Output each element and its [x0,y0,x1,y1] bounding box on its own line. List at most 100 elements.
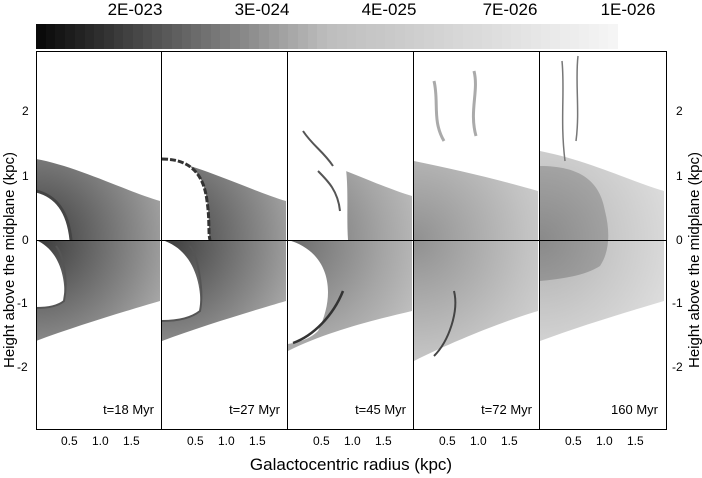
xtick: 1.5 [123,434,140,448]
colorbar-label-2: 3E-024 [234,0,290,19]
panel-divider [539,51,540,430]
colorbar-step [608,24,619,49]
colorbar-step [375,24,386,49]
xtick: 0.5 [439,434,456,448]
colorbar-step [433,24,444,49]
colorbar-step [472,24,483,49]
colorbar-step [462,24,473,49]
panel-divider [287,51,288,430]
time-label: t=27 Myr [229,402,280,417]
colorbar-step [550,24,560,49]
colorbar-step [268,24,279,49]
colorbar-step [74,24,85,49]
colorbar-step [365,24,376,49]
xtick: 1.0 [470,434,487,448]
colorbar-step [492,24,502,49]
colorbar-step [191,24,201,49]
xtick: 1.5 [501,434,518,448]
colorbar-step [142,24,153,49]
colorbar-step [540,24,551,49]
colorbar-step [94,24,104,49]
colorbar-label-3: 4E-025 [361,0,417,19]
colorbar-step [65,24,75,49]
colorbar-step [259,24,269,49]
density-colorbar [36,24,619,49]
colorbar-step [123,24,134,49]
colorbar-step [589,24,599,49]
colorbar-step [220,24,231,49]
colorbar-step [36,24,46,49]
colorbar-step [230,24,240,49]
ytick-left: 1 [22,169,29,183]
x-axis-label: Galactocentric radius (kpc) [249,455,453,474]
colorbar-step [113,24,124,49]
colorbar-step [297,24,308,49]
colorbar-step [55,24,66,49]
panel-divider [161,51,162,430]
xtick: 1.0 [596,434,613,448]
colorbar-step [511,24,522,49]
ytick-right: 2 [676,104,683,118]
colorbar-step [103,24,114,49]
colorbar-label-1: 2E-023 [107,0,163,19]
colorbar-step [307,24,318,49]
colorbar-step [569,24,580,49]
colorbar-step [336,24,347,49]
colorbar-step [171,24,182,49]
colorbar-step [385,24,396,49]
time-label: t=18 Myr [103,402,154,417]
colorbar-step [501,24,512,49]
y-axis-label-right: Height above the midplane (kpc) [686,152,702,368]
colorbar-step [482,24,493,49]
colorbar-step [249,24,260,49]
ytick-left: 2 [22,104,29,118]
colorbar-step [200,24,211,49]
colorbar-step [356,24,366,49]
colorbar-step [404,24,415,49]
colorbar-step [530,24,541,49]
colorbar-label-5: 1E-026 [600,0,656,19]
colorbar-step [598,24,609,49]
colorbar-step [521,24,531,49]
ytick-right: -1 [672,296,683,310]
xtick: 0.5 [313,434,330,448]
ytick-right: 1 [676,169,683,183]
colorbar-step [181,24,192,49]
colorbar-step [84,24,95,49]
xtick: 0.5 [61,434,78,448]
colorbar-step [395,24,405,49]
colorbar-step [239,24,250,49]
xtick: 1.0 [92,434,109,448]
colorbar-step [453,24,463,49]
colorbar-step [210,24,221,49]
xtick: 1.0 [344,434,361,448]
colorbar-step [443,24,454,49]
ytick-left: -2 [17,360,28,374]
colorbar-step [45,24,56,49]
colorbar-step [327,24,337,49]
time-label: t=72 Myr [481,402,532,417]
colorbar-step [579,24,590,49]
midplane-line [36,240,666,241]
time-label: 160 Myr [611,402,658,417]
xtick: 1.5 [249,434,266,448]
xtick: 1.0 [218,434,235,448]
xtick: 1.5 [627,434,644,448]
ytick-left: -1 [17,296,28,310]
colorbar-step [317,24,328,49]
ytick-right: -2 [672,360,683,374]
colorbar-step [278,24,289,49]
simulation-panels: t=18 Myr t=27 Myr [36,51,666,430]
colorbar-step [414,24,425,49]
time-label: t=45 Myr [355,402,406,417]
colorbar-step [288,24,298,49]
colorbar-step [152,24,163,49]
colorbar-step [559,24,570,49]
ytick-right: 0 [676,233,683,247]
colorbar-step [133,24,143,49]
ytick-left: 0 [22,233,29,247]
panel-divider [413,51,414,430]
colorbar-label-4: 7E-026 [482,0,538,19]
colorbar-step [162,24,172,49]
xtick: 0.5 [565,434,582,448]
